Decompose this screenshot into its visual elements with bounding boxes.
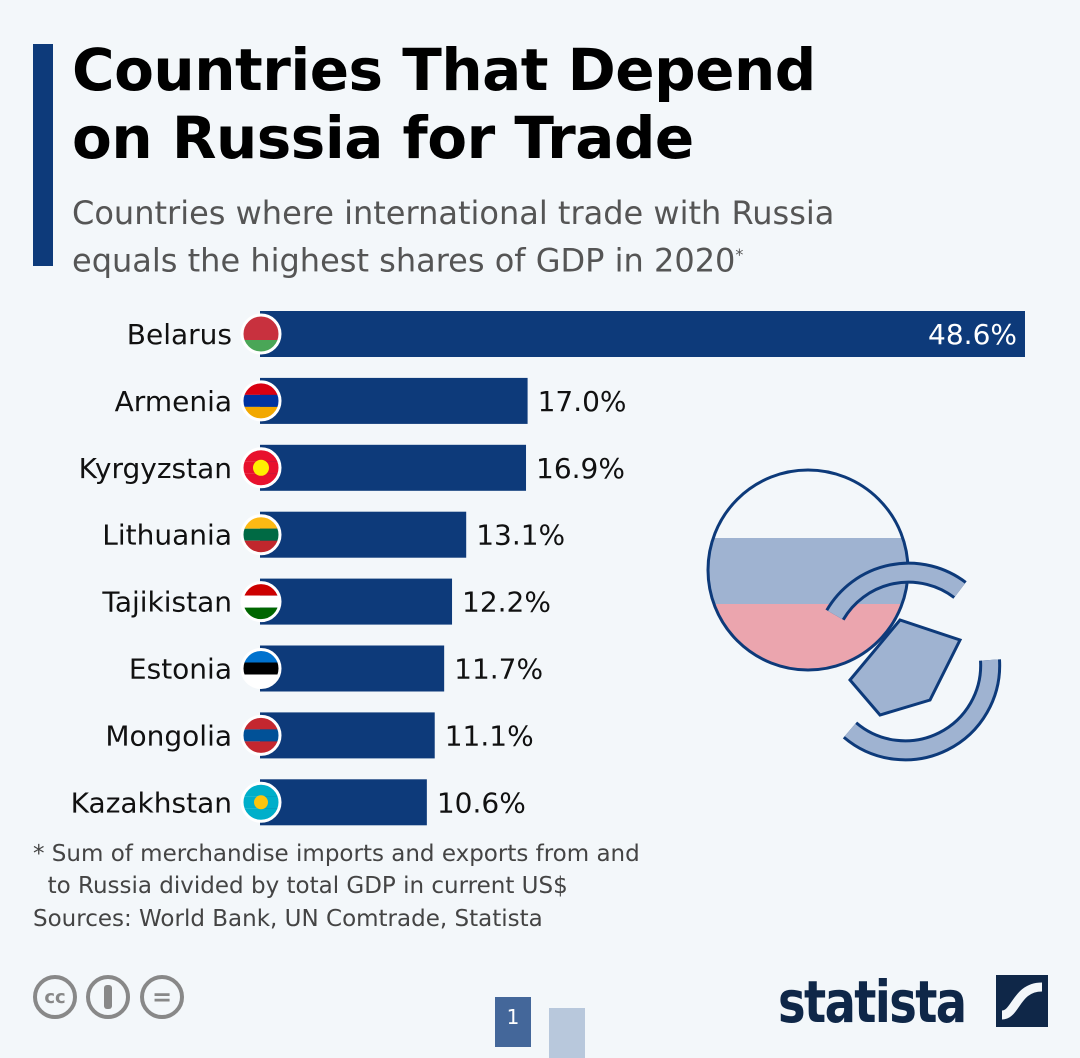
armenia-flag-icon — [240, 380, 282, 422]
footnote: * Sum of merchandise imports and exports… — [33, 841, 640, 899]
value-label: 11.7% — [454, 653, 543, 686]
value-label: 48.6% — [928, 318, 1017, 351]
value-label: 11.1% — [445, 719, 534, 752]
sources: Sources: World Bank, UN Comtrade, Statis… — [33, 906, 543, 932]
lithuania-flag-icon — [240, 514, 282, 556]
attribution-icon[interactable] — [86, 975, 130, 1019]
category-label: Estonia — [129, 653, 232, 686]
bar-mongolia — [260, 712, 435, 759]
kazakhstan-flag-icon — [240, 781, 282, 823]
bar-lithuania — [260, 511, 467, 558]
value-label: 10.6% — [437, 786, 526, 819]
bar-belarus — [260, 311, 1025, 357]
category-label: Kyrgyzstan — [79, 452, 232, 485]
bar-armenia — [260, 377, 528, 424]
no-derivatives-icon[interactable]: = — [140, 975, 184, 1019]
value-label: 12.2% — [462, 586, 551, 619]
category-label: Kazakhstan — [71, 786, 232, 819]
subtitle: Countries where international trade with… — [72, 194, 835, 280]
bar-kyrgyzstan — [260, 444, 527, 491]
belarus-flag-icon — [240, 313, 282, 355]
category-label: Armenia — [115, 385, 232, 418]
statista-logo: statista — [778, 968, 967, 1036]
page-2-button[interactable] — [549, 1008, 585, 1058]
kyrgyzstan-flag-icon — [240, 447, 282, 489]
creative-commons-icon[interactable]: cc — [33, 975, 77, 1019]
value-label: 16.9% — [536, 452, 625, 485]
estonia-flag-icon — [240, 648, 282, 689]
mongolia-flag-icon — [240, 714, 282, 756]
bar-kazakhstan — [260, 779, 427, 826]
category-label: Tajikistan — [101, 586, 232, 619]
statista-logo-mark-icon — [996, 975, 1048, 1027]
category-label: Belarus — [127, 318, 232, 351]
page-title: Countries That Depend on Russia for Trade — [72, 36, 816, 172]
category-label: Lithuania — [102, 519, 232, 552]
bar-tajikistan — [260, 578, 453, 625]
category-label: Mongolia — [105, 719, 232, 752]
value-label: 17.0% — [538, 385, 627, 418]
page-1-button[interactable]: 1 — [495, 997, 531, 1047]
accent-bar — [33, 44, 53, 266]
bar-estonia — [260, 645, 445, 692]
value-label: 13.1% — [476, 519, 565, 552]
tajikistan-flag-icon — [240, 581, 282, 623]
russia-handshake-illustration — [706, 468, 1002, 762]
bar-chart: Belarus 48.6% Armenia 17.0% Kyrgyzstan 16.9% L… — [71, 311, 1025, 826]
